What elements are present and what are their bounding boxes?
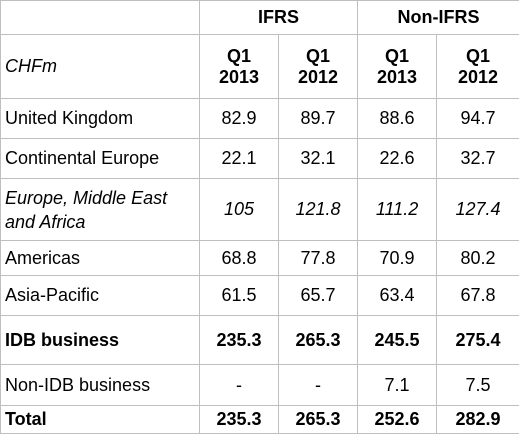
- value-cell: 67.8: [437, 276, 519, 316]
- value-cell: 265.3: [279, 316, 358, 365]
- value-cell: 282.9: [437, 406, 519, 434]
- value-cell: 105: [200, 179, 279, 241]
- value-cell: 32.7: [437, 139, 519, 179]
- value-cell: 80.2: [437, 241, 519, 276]
- table-row-americas: Americas 68.8 77.8 70.9 80.2: [1, 241, 519, 276]
- period-nonifrs-q1-2013: Q1 2013: [358, 35, 437, 99]
- value-cell: 65.7: [279, 276, 358, 316]
- value-cell: 127.4: [437, 179, 519, 241]
- value-cell: 235.3: [200, 406, 279, 434]
- value-cell: 7.1: [358, 365, 437, 406]
- period-ifrs-q1-2013: Q1 2013: [200, 35, 279, 99]
- value-cell: 70.9: [358, 241, 437, 276]
- period-year: 2013: [204, 67, 274, 88]
- header-period-row: CHFm Q1 2013 Q1 2012 Q1 2013 Q1 2012: [1, 35, 519, 99]
- value-cell: 94.7: [437, 99, 519, 139]
- table-row-united-kingdom: United Kingdom 82.9 89.7 88.6 94.7: [1, 99, 519, 139]
- header-ifrs: IFRS: [200, 1, 358, 35]
- row-label: Non-IDB business: [1, 365, 200, 406]
- value-cell: 111.2: [358, 179, 437, 241]
- period-ifrs-q1-2012: Q1 2012: [279, 35, 358, 99]
- value-cell: 32.1: [279, 139, 358, 179]
- value-cell: 121.8: [279, 179, 358, 241]
- value-cell: 275.4: [437, 316, 519, 365]
- value-cell: 68.8: [200, 241, 279, 276]
- value-cell: 7.5: [437, 365, 519, 406]
- period-quarter: Q1: [283, 46, 353, 67]
- row-label: Asia-Pacific: [1, 276, 200, 316]
- value-cell: -: [279, 365, 358, 406]
- table-row-emea: Europe, Middle East and Africa 105 121.8…: [1, 179, 519, 241]
- period-year: 2013: [362, 67, 432, 88]
- value-cell: -: [200, 365, 279, 406]
- table-row-continental-europe: Continental Europe 22.1 32.1 22.6 32.7: [1, 139, 519, 179]
- table-row-asia-pacific: Asia-Pacific 61.5 65.7 63.4 67.8: [1, 276, 519, 316]
- value-cell: 235.3: [200, 316, 279, 365]
- period-year: 2012: [283, 67, 353, 88]
- value-cell: 245.5: [358, 316, 437, 365]
- value-cell: 252.6: [358, 406, 437, 434]
- header-empty-cell: [1, 1, 200, 35]
- row-label: Continental Europe: [1, 139, 200, 179]
- table-row-idb-business: IDB business 235.3 265.3 245.5 275.4: [1, 316, 519, 365]
- table-row-non-idb-business: Non-IDB business - - 7.1 7.5: [1, 365, 519, 406]
- unit-label: CHFm: [1, 35, 200, 99]
- period-year: 2012: [441, 67, 515, 88]
- row-label: Europe, Middle East and Africa: [1, 179, 200, 241]
- header-group-row: IFRS Non-IFRS: [1, 1, 519, 35]
- row-label: United Kingdom: [1, 99, 200, 139]
- value-cell: 63.4: [358, 276, 437, 316]
- row-label: Americas: [1, 241, 200, 276]
- row-label: Total: [1, 406, 200, 434]
- row-label: IDB business: [1, 316, 200, 365]
- value-cell: 82.9: [200, 99, 279, 139]
- value-cell: 265.3: [279, 406, 358, 434]
- value-cell: 88.6: [358, 99, 437, 139]
- period-quarter: Q1: [441, 46, 515, 67]
- value-cell: 61.5: [200, 276, 279, 316]
- header-non-ifrs: Non-IFRS: [358, 1, 519, 35]
- value-cell: 89.7: [279, 99, 358, 139]
- value-cell: 22.6: [358, 139, 437, 179]
- period-nonifrs-q1-2012: Q1 2012: [437, 35, 519, 99]
- table-row-total: Total 235.3 265.3 252.6 282.9: [1, 406, 519, 434]
- period-quarter: Q1: [362, 46, 432, 67]
- period-quarter: Q1: [204, 46, 274, 67]
- value-cell: 22.1: [200, 139, 279, 179]
- value-cell: 77.8: [279, 241, 358, 276]
